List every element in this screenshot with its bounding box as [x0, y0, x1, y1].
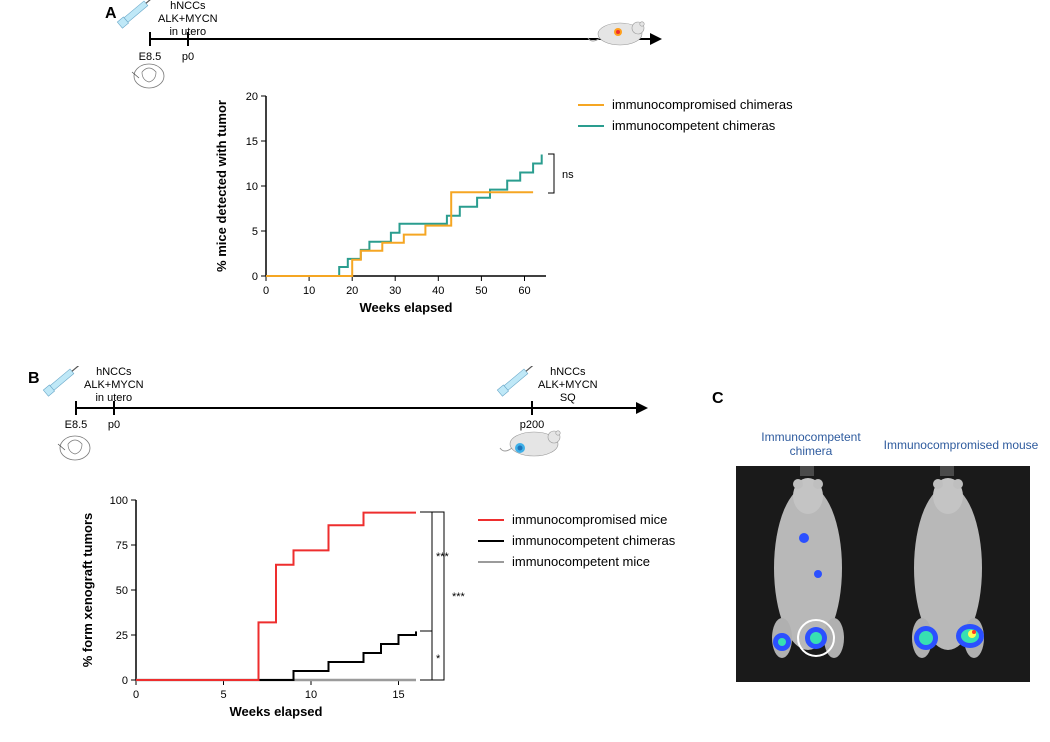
panel-b-injection-label-left: hNCCs ALK+MYCN in utero: [84, 366, 144, 406]
svg-text:0: 0: [252, 271, 258, 283]
svg-text:p0: p0: [182, 51, 194, 63]
svg-text:50: 50: [475, 285, 487, 297]
svg-text:25: 25: [116, 630, 128, 642]
svg-text:10: 10: [246, 181, 258, 193]
svg-text:Weeks elapsed: Weeks elapsed: [360, 300, 453, 315]
svg-text:15: 15: [246, 136, 258, 148]
svg-text:% form xenograft tumors: % form xenograft tumors: [80, 513, 95, 668]
panel-c-image: [736, 466, 1030, 682]
svg-text:E8.5: E8.5: [139, 51, 162, 63]
svg-text:0: 0: [263, 285, 269, 297]
svg-text:0: 0: [122, 675, 128, 687]
svg-text:p0: p0: [108, 419, 120, 431]
panel-label-c: C: [712, 390, 724, 408]
svg-text:5: 5: [220, 689, 226, 701]
panel-a-injection-label: hNCCs ALK+MYCN in utero: [158, 0, 218, 40]
svg-text:20: 20: [346, 285, 358, 297]
panel-b-legend: immunocompromised mice immunocompetent c…: [478, 512, 675, 575]
svg-text:p200: p200: [520, 419, 544, 431]
svg-text:5: 5: [252, 226, 258, 238]
svg-text:% mice detected with tumor: % mice detected with tumor: [214, 100, 229, 272]
svg-text:20: 20: [246, 91, 258, 103]
svg-text:30: 30: [389, 285, 401, 297]
panel-b-injection-label-right: hNCCs ALK+MYCN SQ: [538, 366, 598, 406]
svg-text:***: ***: [436, 551, 450, 563]
svg-text:0: 0: [133, 689, 139, 701]
panel-c-label-right: Immunocompromised mouse: [876, 438, 1046, 452]
svg-text:***: ***: [452, 591, 466, 603]
svg-text:60: 60: [518, 285, 530, 297]
svg-text:100: 100: [110, 495, 128, 507]
panel-b-chart: 0 25 50 75 100 0 5 10 15 Weeks elapsed %…: [74, 490, 494, 728]
svg-text:*: *: [436, 653, 441, 665]
svg-text:E8.5: E8.5: [65, 419, 88, 431]
svg-text:40: 40: [432, 285, 444, 297]
panel-a-chart: 0 5 10 15 20 0 10 20 30 40 50 60 Weeks e…: [210, 86, 580, 316]
panel-a-legend: immunocompromised chimeras immunocompete…: [578, 97, 793, 139]
svg-text:10: 10: [303, 285, 315, 297]
svg-text:50: 50: [116, 585, 128, 597]
svg-text:ns: ns: [562, 169, 574, 181]
panel-c-label-left: Immunocompetent chimera: [746, 430, 876, 459]
svg-text:75: 75: [116, 540, 128, 552]
svg-text:Weeks elapsed: Weeks elapsed: [230, 704, 323, 719]
svg-text:15: 15: [392, 689, 404, 701]
svg-text:10: 10: [305, 689, 317, 701]
